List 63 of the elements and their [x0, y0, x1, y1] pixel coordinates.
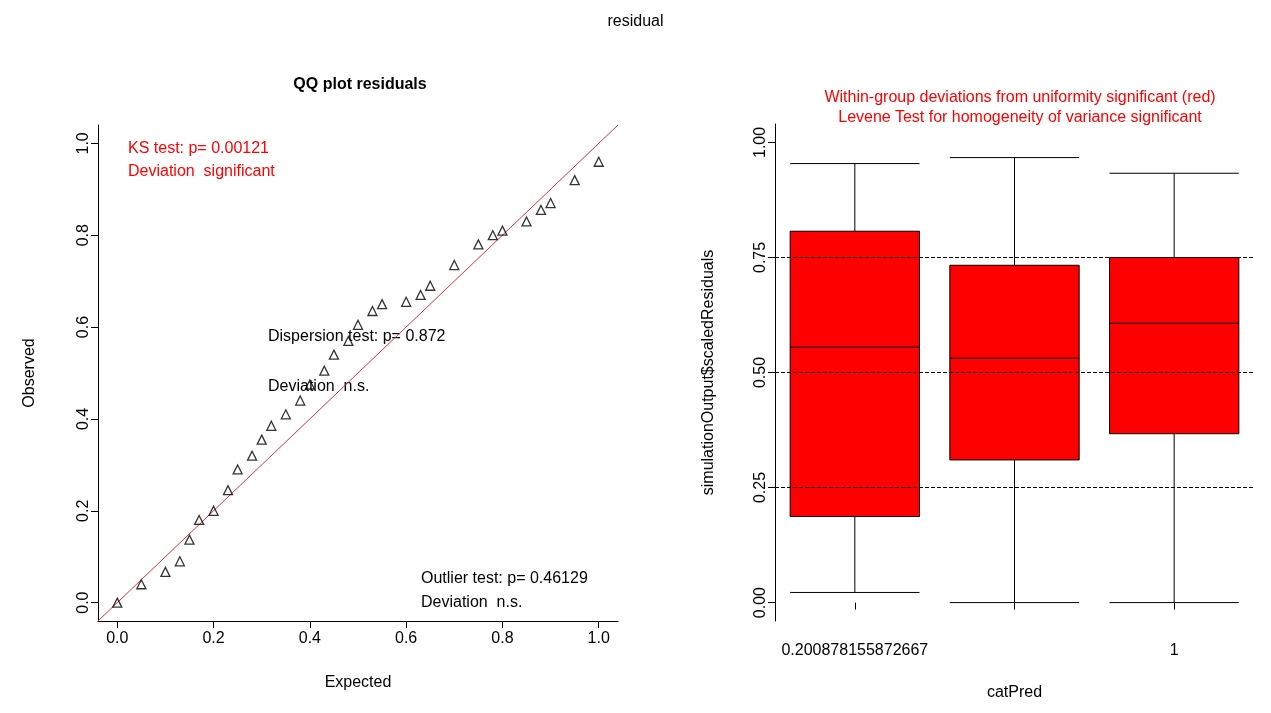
y-tick-label: 0.6 — [73, 315, 91, 339]
point — [376, 298, 388, 310]
point — [415, 289, 426, 301]
y-tick-label: 0.8 — [73, 224, 91, 247]
y-tick-label: 0.2 — [73, 499, 91, 522]
point — [295, 395, 306, 406]
point — [569, 174, 580, 186]
y-tick-label: 0.75 — [750, 241, 768, 274]
point — [232, 464, 243, 475]
point — [184, 534, 195, 545]
point — [266, 420, 277, 431]
point — [352, 319, 364, 330]
point — [256, 434, 267, 445]
point — [280, 409, 291, 420]
x-tick-label: 0.4 — [298, 628, 322, 646]
x-axis-title: Expected — [324, 672, 392, 690]
chart-title: Within-group deviations from uniformity significant (red) — [824, 87, 1216, 105]
point — [535, 204, 547, 216]
point — [401, 296, 412, 307]
x-tick-label: 0.6 — [395, 628, 418, 646]
point — [487, 230, 498, 241]
point — [473, 239, 484, 250]
annotation: Outlier test: p= 0.46129 — [421, 568, 588, 586]
point — [425, 280, 436, 291]
annotation: Deviation significant — [128, 161, 276, 179]
y-axis-title: simulationOutput$scaledResiduals — [698, 249, 716, 496]
y-tick-label: 0.4 — [73, 407, 91, 431]
x-tick-label: 0.200878155872667 — [781, 640, 929, 658]
point — [246, 450, 258, 461]
y-tick-label: 1.0 — [73, 132, 91, 155]
point — [222, 484, 234, 496]
y-tick-label: 0.0 — [73, 591, 91, 614]
point — [174, 556, 185, 567]
x-tick-label: 1 — [1169, 640, 1179, 658]
annotation: KS test: p= 0.00121 — [128, 138, 270, 156]
y-tick-label: 0.50 — [750, 356, 768, 389]
point — [112, 597, 123, 608]
point — [136, 579, 147, 590]
x-axis-title: catPred — [986, 682, 1043, 700]
point — [160, 566, 171, 578]
y-tick-label: 0.00 — [750, 586, 768, 619]
point — [545, 197, 556, 209]
point — [208, 505, 219, 516]
x-tick-label: 0.0 — [106, 628, 129, 646]
y-tick-label: 1.00 — [750, 126, 768, 158]
point — [319, 365, 330, 376]
annotation: Dispersion test: p= 0.872 — [268, 326, 446, 344]
text: residual — [606, 12, 665, 30]
x-tick-label: 0.8 — [491, 628, 514, 646]
point — [449, 259, 460, 271]
x-tick-label: 1.0 — [587, 628, 610, 646]
y-tick-label: 0.25 — [750, 471, 768, 504]
chart-title: QQ plot residuals — [293, 74, 427, 92]
point — [193, 514, 205, 526]
x-tick-label: 0.2 — [202, 628, 225, 646]
y-axis-title: Observed — [19, 338, 37, 408]
annotation: Deviation n.s. — [421, 592, 523, 610]
point — [497, 225, 508, 236]
point — [593, 156, 604, 167]
point — [367, 305, 378, 317]
point — [521, 216, 532, 227]
chart-subtitle: Levene Test for homogeneity of variance significant — [838, 107, 1203, 125]
point — [328, 349, 340, 360]
